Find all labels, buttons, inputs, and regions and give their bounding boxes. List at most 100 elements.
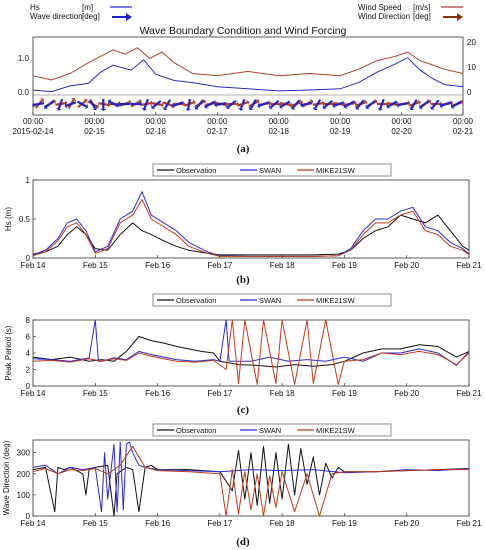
wave-direction-arrow-icon-head <box>214 101 217 108</box>
wind-direction-arrow-icon-head <box>83 98 88 104</box>
wave-direction-arrow-icon <box>89 99 97 109</box>
caption-a: (a) <box>237 143 250 155</box>
wave-direction-arrow-icon <box>292 99 301 109</box>
right-axis-tick-20: 20 <box>467 38 476 47</box>
series-mike-line <box>32 199 470 257</box>
wind-direction-arrow-icon-head <box>39 98 45 103</box>
panel-a-wave-wind-forcing: Hs [m] Wave direction [deg] Wind Speed [… <box>13 3 477 155</box>
plot-area-b <box>32 179 470 259</box>
legend-b-swan-label: SWAN <box>259 166 281 175</box>
x-tick-label: Feb 16 <box>145 261 170 270</box>
y-tick-label: 6 <box>26 333 31 342</box>
wave-direction-arrow-icon-head <box>226 104 231 110</box>
wave-direction-arrow-icon-head <box>117 101 120 107</box>
wind-direction-arrow-icon-head <box>246 99 250 106</box>
legend-wind-direction-label: Wind Direction <box>358 12 410 21</box>
wave-direction-arrow-icon-head <box>171 102 175 109</box>
series-mike-line <box>32 445 469 517</box>
wave-direction-arrow-icon-head <box>409 106 415 111</box>
x-tick-time: 00:00 <box>23 117 44 126</box>
y-tick-label: 0.5 <box>19 215 31 224</box>
x-tick-label: Feb 21 <box>457 519 482 528</box>
panel-b-series-layer <box>32 191 470 257</box>
wave-direction-arrow-icon <box>33 102 45 106</box>
wave-direction-arrow-icon <box>431 99 440 109</box>
caption-b: (b) <box>236 274 250 286</box>
x-tick-date: 02-18 <box>268 127 289 136</box>
y-tick-label: 0 <box>26 254 31 263</box>
wave-direction-arrow-icon-head <box>419 104 423 110</box>
wave-direction-arrow-icon <box>334 101 345 107</box>
wind-direction-arrow-icon-head <box>214 100 218 107</box>
x-tick-time: 00:00 <box>84 117 105 126</box>
wave-direction-arrow-icon-head <box>269 104 273 110</box>
y-tick-label: 200 <box>17 470 31 479</box>
wave-direction-arrow-icon-head <box>355 105 360 110</box>
x-tick-date: 02-17 <box>207 127 228 136</box>
right-axis-tick-0: 0 <box>467 88 472 97</box>
wave-direction-arrow-icon <box>280 100 291 108</box>
direction-arrows-layer <box>32 97 464 111</box>
wave-direction-arrow-icon <box>195 99 204 109</box>
x-tick-label: Feb 20 <box>394 261 419 270</box>
x-tick-date: 02-16 <box>146 127 167 136</box>
x-tick-label: Feb 19 <box>332 389 357 398</box>
panel-c-series-layer <box>32 319 470 385</box>
wave-direction-arrow-icon <box>76 100 87 108</box>
wind-direction-arrow-icon-head <box>192 99 196 106</box>
series-wind-line <box>32 47 464 81</box>
wave-direction-arrow-icon-head <box>194 105 199 110</box>
wind-direction-arrow-icon-head <box>322 100 325 107</box>
x-tick-label: Feb 15 <box>83 261 108 270</box>
x-tick-label: Feb 16 <box>145 389 170 398</box>
wind-direction-arrow-icon-head <box>417 99 421 106</box>
series-swan-line <box>32 441 470 513</box>
legend-d-mike-label: MIKE21SW <box>316 426 356 435</box>
panel-b-axes: 0 0.5 1 Feb 14 Feb 15 Feb 16 Feb 17 Feb 18 Feb 1… <box>19 176 482 270</box>
wave-direction-arrow-icon <box>301 102 313 106</box>
wave-direction-arrow-icon-head <box>43 104 48 110</box>
wave-direction-arrow-icon-head <box>238 107 244 111</box>
legend-hs-unit: [m] <box>82 3 93 12</box>
wave-direction-arrow-icon <box>187 98 192 110</box>
x-tick-date: 02-20 <box>391 127 412 136</box>
series-swan-line <box>32 191 470 257</box>
x-tick-label: Feb 14 <box>21 261 46 270</box>
x-tick-label: Feb 18 <box>270 389 295 398</box>
wind-direction-arrow-icon-head <box>236 101 239 107</box>
series-hs-line <box>32 57 464 93</box>
wave-direction-arrow-icon <box>452 100 462 108</box>
wave-direction-arrow-icon-head <box>279 103 283 110</box>
x-tick-time: 00:00 <box>330 117 351 126</box>
x-tick-label: Feb 14 <box>21 389 46 398</box>
x-tick-label: Feb 20 <box>394 389 419 398</box>
legend-d-observation-label: Observation <box>176 426 216 435</box>
wave-direction-arrow-icon-head <box>55 107 62 111</box>
wave-direction-arrow-icon-head <box>322 104 327 110</box>
panel-b-significant-wave-height: Observation SWAN MIKE21SW 0 0.5 1 Feb 14 Feb… <box>4 163 482 286</box>
ylabel-c: Peak Period (s) <box>4 325 13 380</box>
ylabel-d: Wave Direction (deg) <box>2 440 11 515</box>
legend-wind-direction-arrow-icon <box>443 13 463 21</box>
wave-direction-arrow-icon-head <box>396 101 400 108</box>
x-tick-label: Feb 18 <box>270 519 295 528</box>
wave-direction-arrow-icon-head <box>64 102 68 109</box>
wave-direction-arrow-icon <box>410 99 418 109</box>
series-obs-line <box>32 214 470 256</box>
wave-direction-arrow-icon-head <box>332 102 336 109</box>
wind-direction-arrow-icon-head <box>309 98 314 105</box>
wave-direction-arrow-icon-head <box>439 102 443 109</box>
wave-direction-arrow-icon <box>344 100 355 108</box>
legend-wind-direction-unit: [deg] <box>413 12 431 21</box>
wave-direction-arrow-icon <box>109 100 119 108</box>
wind-direction-arrow-icon-head <box>450 100 454 107</box>
wave-direction-arrow-icon-head <box>162 106 168 111</box>
right-axis-tick-10: 10 <box>467 63 476 72</box>
wave-direction-arrow-icon <box>164 99 172 109</box>
panel-d-axes: 0 100 200 300 Feb 14 Feb 15 Feb 16 Feb 17 Feb 18… <box>17 449 482 528</box>
wave-direction-arrow-icon <box>259 101 270 107</box>
left-axis-tick-0.0: 0.0 <box>18 88 30 97</box>
legend-b-mike-label: MIKE21SW <box>316 166 356 175</box>
wave-direction-arrow-icon-head <box>430 105 435 110</box>
wave-direction-arrow-icon-head <box>343 103 347 110</box>
